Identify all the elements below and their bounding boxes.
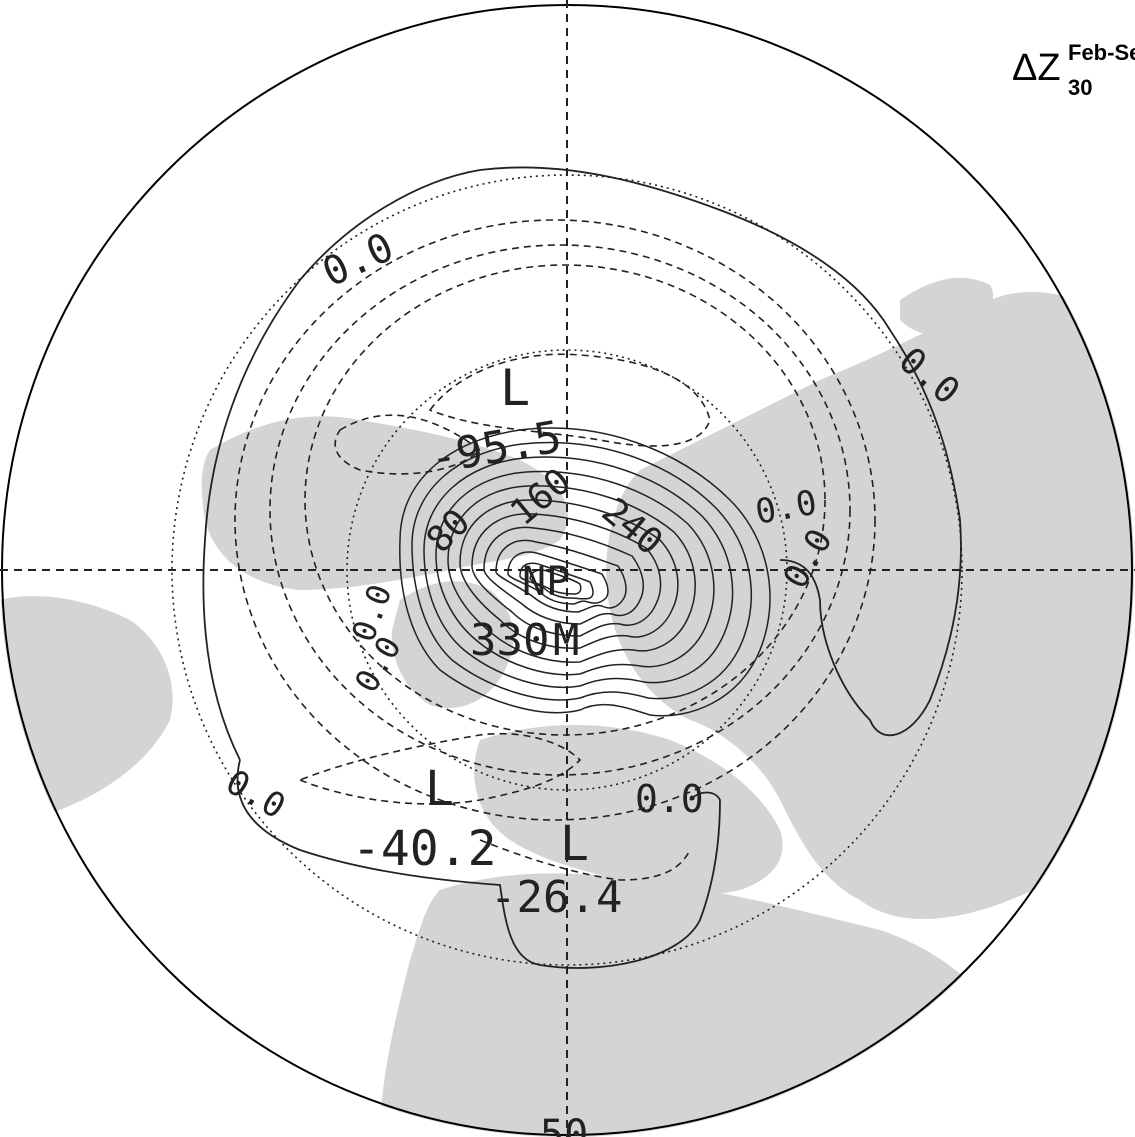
positive-contours <box>399 427 771 717</box>
title-subscript: 30 <box>1068 75 1092 100</box>
contour-zero-south <box>236 759 721 969</box>
north-pole-label: NP <box>522 559 570 605</box>
landmass-japan <box>900 277 994 336</box>
negative-contours <box>234 219 876 881</box>
low-marker-north: L <box>500 359 530 417</box>
latitude-circle-inner <box>346 349 788 791</box>
low-marker-s: L <box>560 816 589 872</box>
landmass-eurasia <box>606 292 1134 919</box>
max-marker-center: M <box>553 615 580 666</box>
contour-label-zero-s: 0.0 <box>635 777 704 821</box>
title-delta-z: ΔZ <box>1012 47 1061 89</box>
contour-label-min-s: -26.4 <box>490 872 622 923</box>
figure-title: ΔZ Feb-Se 30 <box>1012 40 1135 100</box>
title-superscript: Feb-Se <box>1068 40 1135 65</box>
extrema-markers: L L L M <box>425 359 589 872</box>
contour-label-zero-sw: 0.0 <box>219 762 292 827</box>
latitude-circle-outer <box>171 174 963 966</box>
contour-label-min-sw: -40.2 <box>352 821 497 877</box>
contour-label-max-center: 330 <box>470 615 549 666</box>
latitude-label-bottom: 50 <box>540 1112 588 1137</box>
contour-zero-outer <box>202 166 962 761</box>
contour-label-zero-nw: 0.0 <box>316 224 401 296</box>
landmass-europe <box>474 725 783 895</box>
landmass-west-coast <box>0 596 173 819</box>
landmass-north-america <box>201 416 568 590</box>
low-marker-sw: L <box>425 761 454 817</box>
landmass-central-america <box>0 930 121 1120</box>
